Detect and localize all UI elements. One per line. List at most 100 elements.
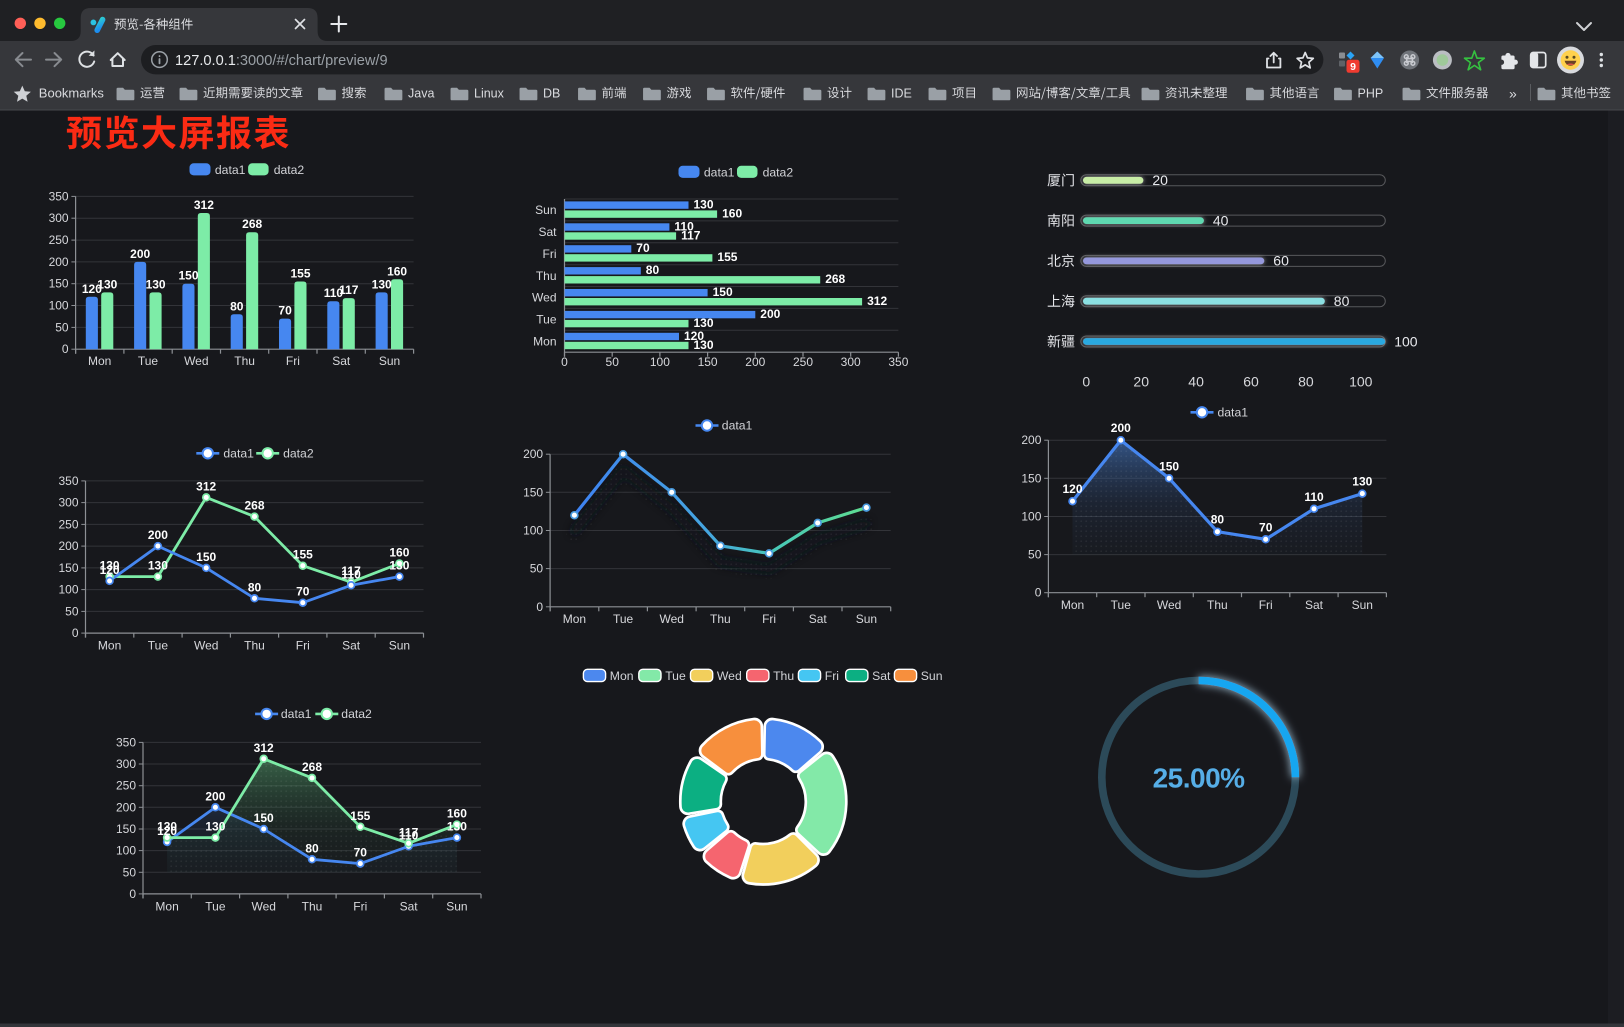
svg-text:150: 150 — [178, 269, 198, 283]
svg-text:117: 117 — [681, 228, 701, 242]
svg-text:Sun: Sun — [379, 354, 400, 368]
svg-text:130: 130 — [146, 277, 166, 291]
svg-text:110: 110 — [1304, 490, 1324, 504]
svg-text:data1: data1 — [281, 707, 312, 721]
svg-text:data2: data2 — [274, 163, 305, 177]
svg-text:117: 117 — [339, 283, 359, 297]
svg-text:312: 312 — [867, 294, 887, 308]
svg-text:100: 100 — [49, 299, 69, 313]
svg-text:Sun: Sun — [389, 638, 410, 652]
svg-text:Wed: Wed — [717, 669, 742, 683]
svg-text:80: 80 — [248, 580, 262, 594]
svg-text:Sun: Sun — [856, 612, 877, 626]
svg-text:50: 50 — [1028, 548, 1042, 562]
svg-text:312: 312 — [254, 741, 274, 755]
svg-text:268: 268 — [825, 272, 845, 286]
svg-text:data1: data1 — [223, 446, 254, 460]
svg-text:300: 300 — [49, 211, 69, 225]
svg-text:120: 120 — [684, 329, 704, 343]
svg-text:130: 130 — [205, 820, 225, 834]
svg-text:268: 268 — [244, 499, 264, 513]
svg-text:268: 268 — [302, 760, 322, 774]
svg-text:100: 100 — [1349, 374, 1373, 390]
svg-text:120: 120 — [157, 824, 177, 838]
svg-text:80: 80 — [646, 263, 660, 277]
svg-text:Thu: Thu — [710, 612, 731, 626]
svg-text:Sun: Sun — [1352, 598, 1373, 612]
svg-text:Thu: Thu — [244, 638, 265, 652]
svg-text:data2: data2 — [341, 707, 372, 721]
svg-text:Wed: Wed — [1157, 598, 1181, 612]
svg-text:Tue: Tue — [536, 313, 557, 327]
svg-text:150: 150 — [58, 561, 78, 575]
svg-text:Thu: Thu — [302, 899, 323, 913]
svg-text:200: 200 — [58, 539, 78, 553]
svg-text:50: 50 — [123, 865, 137, 879]
svg-text:Sat: Sat — [538, 225, 557, 239]
svg-text:300: 300 — [58, 496, 78, 510]
svg-text:130: 130 — [97, 277, 117, 291]
svg-text:Fri: Fri — [353, 899, 367, 913]
svg-text:150: 150 — [698, 355, 718, 369]
svg-text:130: 130 — [157, 820, 177, 834]
svg-text:150: 150 — [523, 485, 543, 499]
svg-text:Mon: Mon — [533, 335, 556, 349]
svg-text:20: 20 — [1152, 172, 1168, 188]
svg-text:70: 70 — [1259, 520, 1273, 534]
svg-text:Sat: Sat — [342, 638, 361, 652]
svg-text:100: 100 — [1394, 333, 1418, 349]
svg-text:250: 250 — [49, 233, 69, 247]
svg-text:Sun: Sun — [446, 899, 467, 913]
svg-text:200: 200 — [1021, 433, 1041, 447]
svg-text:Thu: Thu — [234, 354, 255, 368]
svg-text:117: 117 — [341, 564, 361, 578]
svg-text:60: 60 — [1273, 253, 1289, 269]
svg-text:110: 110 — [341, 567, 361, 581]
svg-text:Tue: Tue — [665, 669, 686, 683]
svg-text:70: 70 — [296, 585, 310, 599]
svg-text:80: 80 — [230, 299, 244, 313]
svg-text:100: 100 — [116, 844, 136, 858]
svg-text:200: 200 — [760, 307, 780, 321]
svg-text:data1: data1 — [1218, 405, 1249, 419]
svg-text:150: 150 — [116, 822, 136, 836]
svg-text:200: 200 — [116, 800, 136, 814]
svg-text:250: 250 — [58, 517, 78, 531]
svg-text:130: 130 — [694, 338, 714, 352]
svg-text:0: 0 — [536, 600, 543, 614]
svg-text:200: 200 — [49, 255, 69, 269]
svg-text:Fri: Fri — [286, 354, 300, 368]
svg-text:Fri: Fri — [543, 247, 557, 261]
svg-text:Wed: Wed — [659, 612, 683, 626]
svg-text:25.00%: 25.00% — [1153, 763, 1246, 794]
svg-text:50: 50 — [606, 355, 620, 369]
svg-text:Mon: Mon — [563, 612, 586, 626]
svg-text:Mon: Mon — [98, 638, 121, 652]
svg-text:data1: data1 — [704, 165, 735, 179]
svg-text:40: 40 — [1213, 212, 1229, 228]
svg-text:Mon: Mon — [88, 354, 111, 368]
svg-text:160: 160 — [389, 546, 409, 560]
svg-text:Tue: Tue — [138, 354, 159, 368]
svg-text:80: 80 — [1298, 374, 1314, 390]
svg-text:Sat: Sat — [809, 612, 828, 626]
svg-text:Fri: Fri — [296, 638, 310, 652]
svg-text:Tue: Tue — [1111, 598, 1132, 612]
svg-text:250: 250 — [116, 779, 136, 793]
svg-text:0: 0 — [1035, 586, 1042, 600]
svg-text:20: 20 — [1133, 374, 1149, 390]
svg-text:130: 130 — [1352, 475, 1372, 489]
svg-text:350: 350 — [58, 474, 78, 488]
svg-text:Sat: Sat — [872, 669, 891, 683]
svg-text:»: » — [1509, 86, 1517, 102]
svg-text:100: 100 — [523, 524, 543, 538]
svg-text:Thu: Thu — [773, 669, 794, 683]
svg-text:150: 150 — [1021, 471, 1041, 485]
svg-text:130: 130 — [372, 277, 392, 291]
svg-text:0: 0 — [72, 626, 79, 640]
svg-text:200: 200 — [523, 447, 543, 461]
svg-text:160: 160 — [722, 206, 742, 220]
svg-text:250: 250 — [793, 355, 813, 369]
svg-text:150: 150 — [1159, 459, 1179, 473]
svg-text:110: 110 — [399, 828, 419, 842]
